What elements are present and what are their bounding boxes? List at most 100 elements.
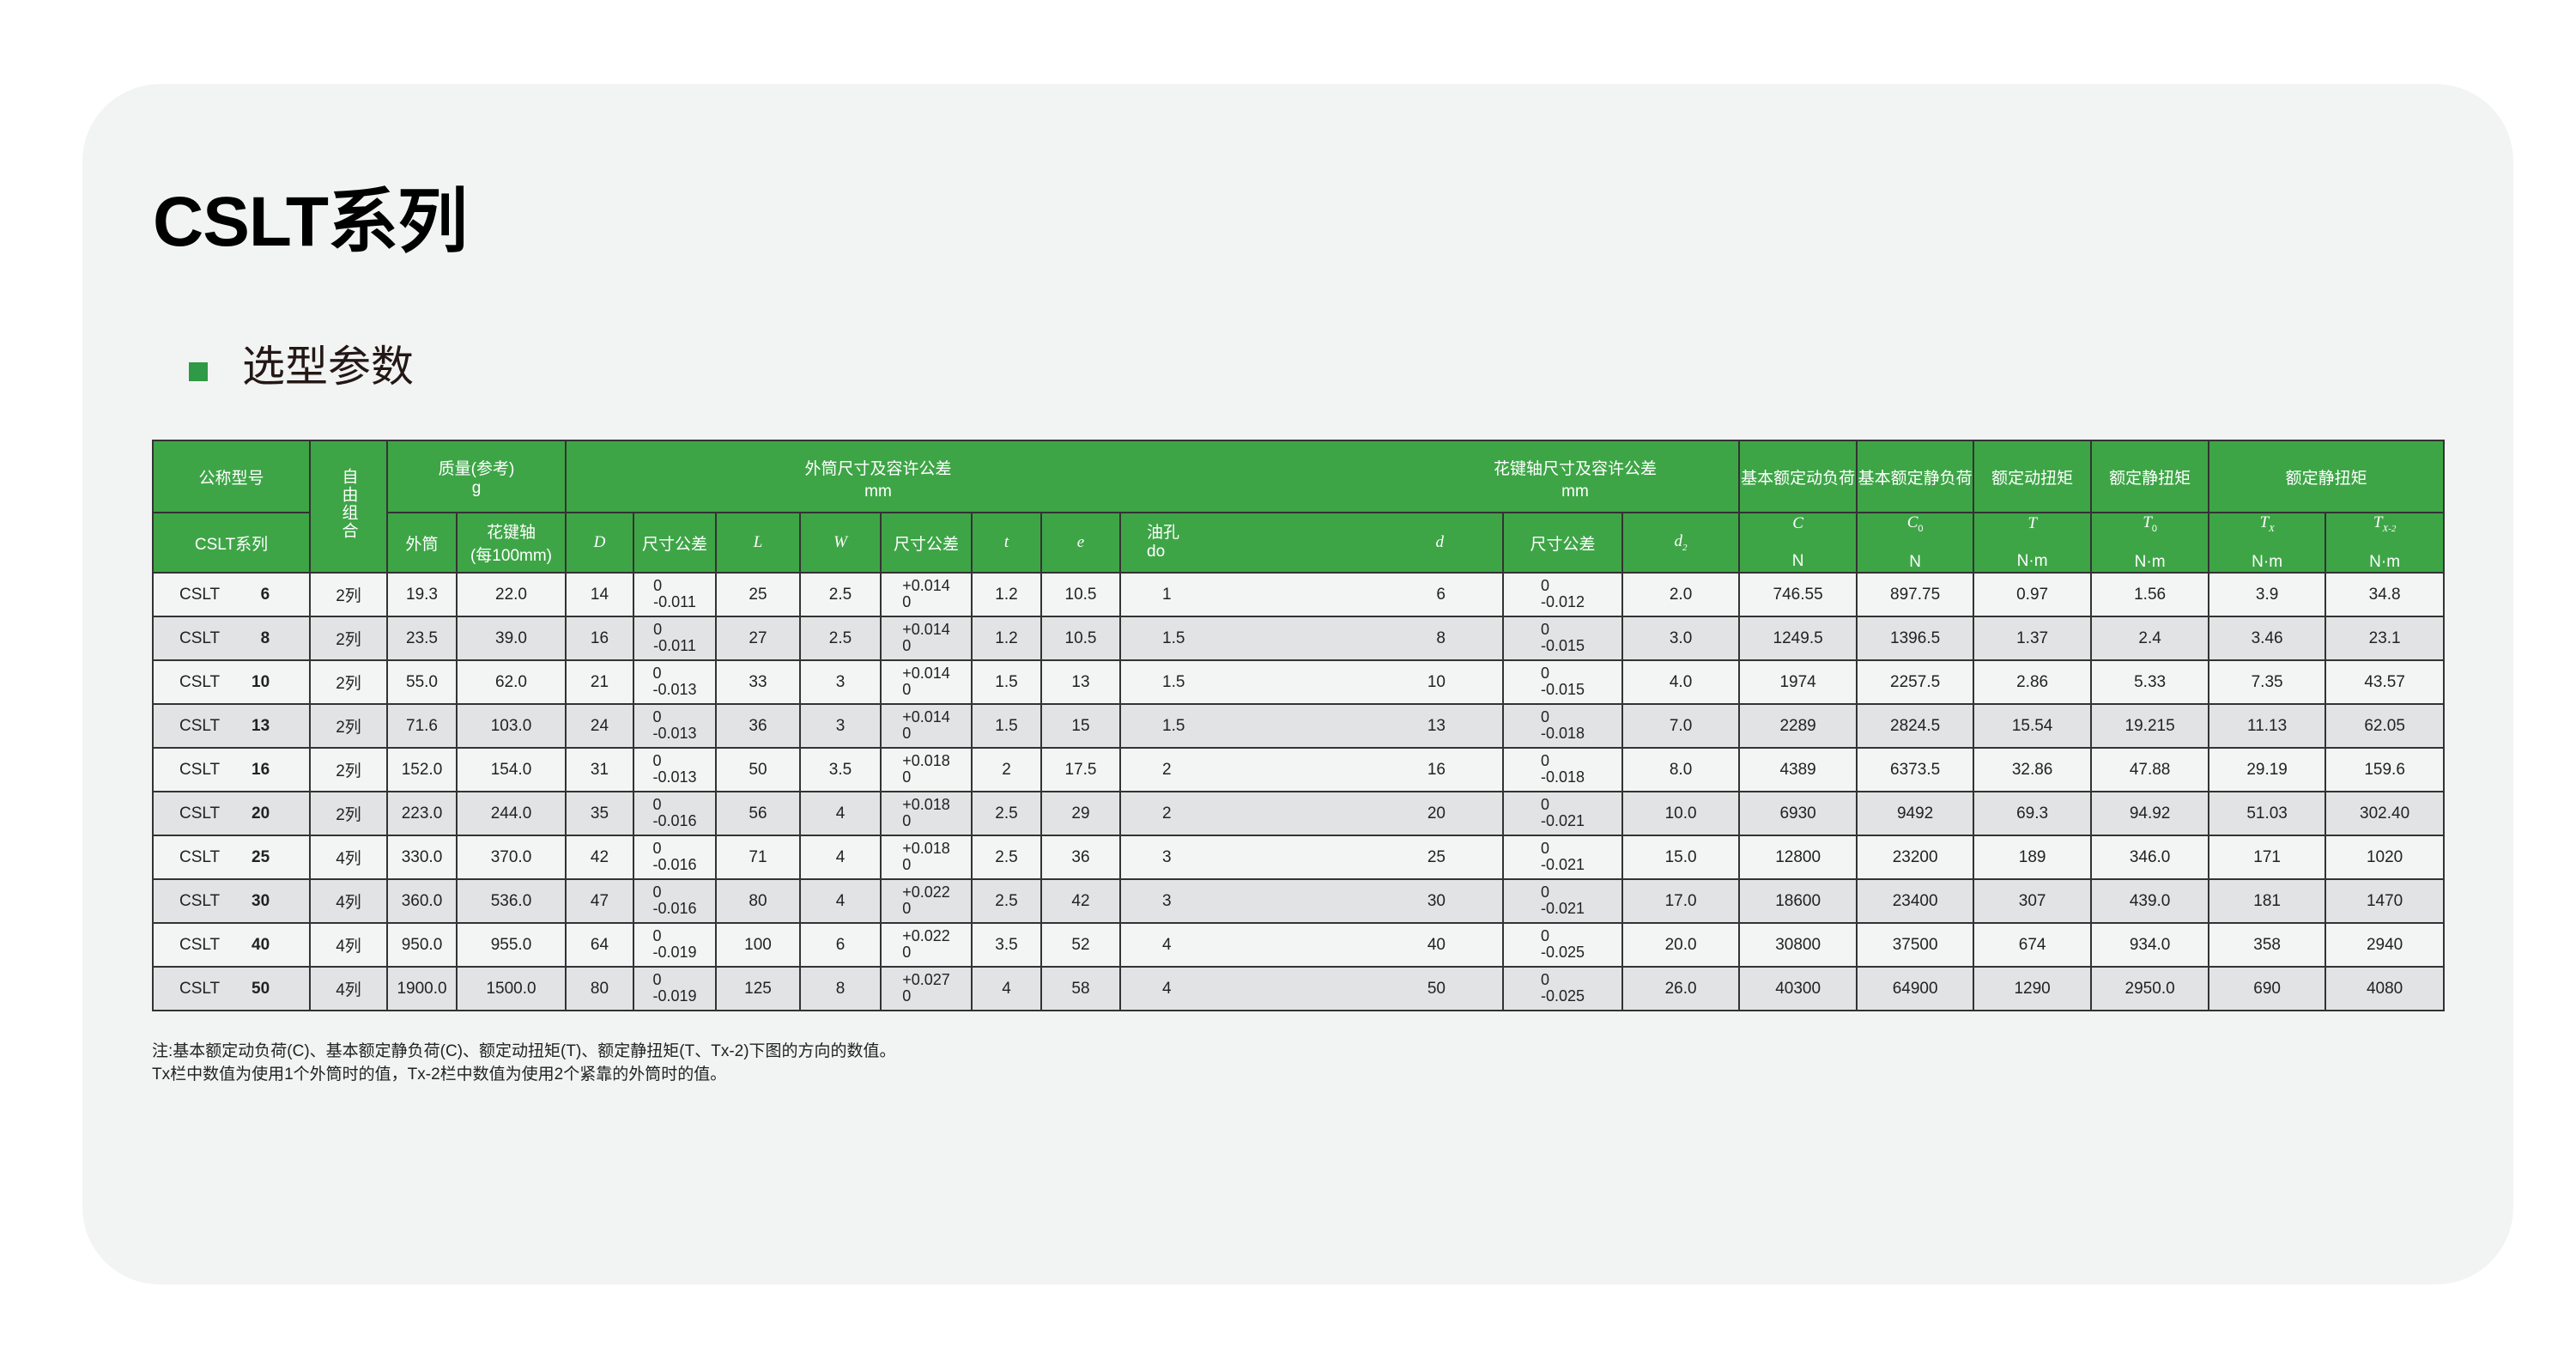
header-D: D <box>565 512 634 574</box>
cell-model: CSLT 10 <box>152 659 311 705</box>
cell-oil-hole: 2 <box>1119 791 1323 836</box>
header-static-moment: 额定静扭矩 <box>2208 440 2446 513</box>
cell-model: CSLT 30 <box>152 878 311 924</box>
cell-mass-outer: 223.0 <box>386 791 458 836</box>
cell-e: 10.5 <box>1040 572 1121 617</box>
header-d: d <box>1323 512 1504 574</box>
table-row: CSLT 10 2列 55.0 62.0 21 0 -0.013 33 3 +0.014 0 1.5 13… <box>152 659 2446 705</box>
cell-t: 1.2 <box>971 616 1042 661</box>
header-W-tol: 尺寸公差 <box>880 512 973 574</box>
cell-W: 3.5 <box>799 747 882 792</box>
cell-D: 47 <box>565 878 634 924</box>
header-dynamic-load: 基本额定动负荷 <box>1738 440 1858 513</box>
cell-W: 2.5 <box>799 616 882 661</box>
header-static-load: 基本额定静负荷 <box>1856 440 1975 513</box>
cell-W-tol: +0.014 0 <box>880 616 973 661</box>
cell-T0: 2950.0 <box>2090 966 2210 1011</box>
cell-d-tol: 0 -0.018 <box>1502 703 1623 749</box>
header-combo: 自由组合 <box>309 440 388 574</box>
cell-oil-hole: 1.5 <box>1119 616 1323 661</box>
cell-oil-hole: 1.5 <box>1119 659 1323 705</box>
header-Tx: TX N·m <box>2208 512 2327 574</box>
cell-T0: 47.88 <box>2090 747 2210 792</box>
cell-W: 4 <box>799 835 882 880</box>
cell-T: 32.86 <box>1973 747 2093 792</box>
cell-W: 4 <box>799 878 882 924</box>
cell-C: 12800 <box>1738 835 1858 880</box>
cell-C0: 2824.5 <box>1856 703 1975 749</box>
cell-D: 80 <box>565 966 634 1011</box>
cell-W: 2.5 <box>799 572 882 617</box>
cell-T: 2.86 <box>1973 659 2093 705</box>
header-outer-dims: 外筒尺寸及容许公差 mm <box>804 460 952 501</box>
header-D-tol: 尺寸公差 <box>633 512 717 574</box>
cell-C0: 6373.5 <box>1856 747 1975 792</box>
header-oil-hole: 油孔 do <box>1119 512 1323 574</box>
cell-mass-outer: 23.5 <box>386 616 458 661</box>
table-row: CSLT 6 2列 19.3 22.0 14 0 -0.011 25 2.5 +0.014 0 1.2 1… <box>152 572 2446 617</box>
cell-d: 30 <box>1323 878 1504 924</box>
cell-W: 6 <box>799 922 882 968</box>
cell-e: 10.5 <box>1040 616 1121 661</box>
cell-Tx2: 302.40 <box>2324 791 2446 836</box>
cell-d: 50 <box>1323 966 1504 1011</box>
cell-model: CSLT 40 <box>152 922 311 968</box>
cell-Tx2: 62.05 <box>2324 703 2446 749</box>
cell-W: 3 <box>799 659 882 705</box>
cell-C: 18600 <box>1738 878 1858 924</box>
cell-e: 52 <box>1040 922 1121 968</box>
cell-L: 100 <box>715 922 801 968</box>
cell-Tx: 181 <box>2208 878 2327 924</box>
cell-t: 4 <box>971 966 1042 1011</box>
cell-D-tol: 0 -0.019 <box>633 966 717 1011</box>
cell-C0: 9492 <box>1856 791 1975 836</box>
cell-combo: 2列 <box>309 616 388 661</box>
cell-W-tol: +0.014 0 <box>880 659 973 705</box>
cell-W-tol: +0.027 0 <box>880 966 973 1011</box>
cell-C0: 37500 <box>1856 922 1975 968</box>
table-row: CSLT 8 2列 23.5 39.0 16 0 -0.011 27 2.5 +0.014 0 1.2 1… <box>152 616 2446 661</box>
cell-Tx: 7.35 <box>2208 659 2327 705</box>
cell-W-tol: +0.014 0 <box>880 703 973 749</box>
cell-model: CSLT 50 <box>152 966 311 1011</box>
header-e: e <box>1040 512 1121 574</box>
cell-T0: 19.215 <box>2090 703 2210 749</box>
cell-D: 64 <box>565 922 634 968</box>
cell-L: 25 <box>715 572 801 617</box>
cell-model: CSLT 13 <box>152 703 311 749</box>
cell-d-tol: 0 -0.012 <box>1502 572 1623 617</box>
cell-T: 1290 <box>1973 966 2093 1011</box>
header-dynamic-torque: 额定动扭矩 <box>1973 440 2093 513</box>
cell-combo: 4列 <box>309 835 388 880</box>
cell-T0: 346.0 <box>2090 835 2210 880</box>
cell-d2: 4.0 <box>1621 659 1741 705</box>
cell-t: 2 <box>971 747 1042 792</box>
cell-T0: 934.0 <box>2090 922 2210 968</box>
header-t: t <box>971 512 1042 574</box>
cell-e: 58 <box>1040 966 1121 1011</box>
cell-L: 80 <box>715 878 801 924</box>
cell-d2: 26.0 <box>1621 966 1741 1011</box>
cell-oil-hole: 4 <box>1119 922 1323 968</box>
cell-mass-outer: 71.6 <box>386 703 458 749</box>
cell-e: 29 <box>1040 791 1121 836</box>
cell-mass-spline: 154.0 <box>456 747 567 792</box>
table-row: CSLT 16 2列 152.0 154.0 31 0 -0.013 50 3.5 +0.018 0 2… <box>152 747 2446 792</box>
cell-W-tol: +0.018 0 <box>880 747 973 792</box>
cell-D-tol: 0 -0.019 <box>633 922 717 968</box>
cell-D-tol: 0 -0.016 <box>633 835 717 880</box>
cell-D-tol: 0 -0.011 <box>633 616 717 661</box>
cell-d2: 17.0 <box>1621 878 1741 924</box>
cell-combo: 2列 <box>309 659 388 705</box>
page-title: CSLT系列 <box>153 183 468 261</box>
footnote-line-1: 注:基本额定动负荷(C)、基本额定静负荷(C)、额定动扭矩(T)、额定静扭矩(T… <box>152 1042 896 1060</box>
cell-mass-spline: 370.0 <box>456 835 567 880</box>
cell-d-tol: 0 -0.021 <box>1502 791 1623 836</box>
cell-W-tol: +0.018 0 <box>880 791 973 836</box>
cell-mass-outer: 330.0 <box>386 835 458 880</box>
cell-W-tol: +0.014 0 <box>880 572 973 617</box>
cell-L: 71 <box>715 835 801 880</box>
table-body: CSLT 6 2列 19.3 22.0 14 0 -0.011 25 2.5 +0.014 0 1.2 1… <box>152 572 2446 1011</box>
cell-T0: 94.92 <box>2090 791 2210 836</box>
cell-C: 40300 <box>1738 966 1858 1011</box>
